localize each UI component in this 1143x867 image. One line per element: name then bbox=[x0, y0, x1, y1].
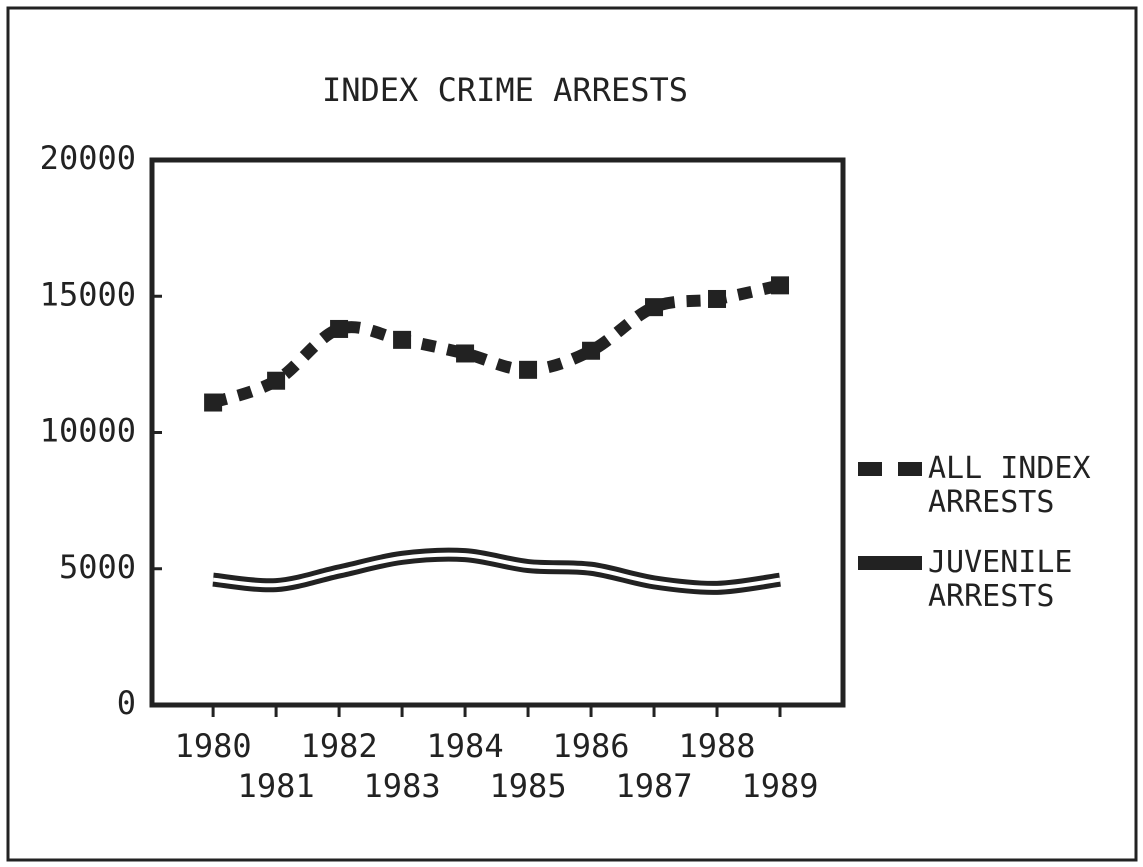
point-marker bbox=[771, 276, 790, 295]
point-marker bbox=[708, 289, 727, 308]
point-marker bbox=[393, 330, 412, 349]
point-marker bbox=[519, 360, 538, 379]
x-tick-label: 1988 bbox=[678, 727, 755, 765]
y-tick-label: 5000 bbox=[59, 548, 136, 586]
legend-swatch bbox=[858, 556, 922, 570]
chart-title: INDEX CRIME ARRESTS bbox=[322, 71, 688, 109]
series-line-inner bbox=[212, 552, 781, 590]
series-line bbox=[211, 279, 782, 409]
point-marker bbox=[204, 393, 223, 412]
legend-entry: JUVENILE ARRESTS bbox=[928, 545, 1073, 614]
point-marker bbox=[267, 371, 286, 390]
point-marker bbox=[456, 344, 475, 363]
legend-swatch bbox=[858, 462, 882, 476]
y-tick-label: 10000 bbox=[40, 412, 136, 450]
x-tick-label: 1985 bbox=[490, 767, 567, 805]
x-tick-label: 1982 bbox=[301, 727, 378, 765]
plot-frame bbox=[149, 157, 846, 708]
x-tick-label: 1986 bbox=[553, 727, 630, 765]
point-marker bbox=[330, 319, 349, 338]
outer-frame bbox=[6, 6, 1138, 862]
x-tick-label: 1987 bbox=[615, 767, 692, 805]
y-tick-label: 0 bbox=[117, 684, 136, 722]
legend-swatch bbox=[898, 462, 922, 476]
point-marker bbox=[582, 341, 601, 360]
x-tick-label: 1981 bbox=[238, 767, 315, 805]
point-marker bbox=[645, 298, 664, 317]
y-tick-label: 15000 bbox=[40, 275, 136, 313]
x-tick-label: 1984 bbox=[427, 727, 504, 765]
legend-entry: ALL INDEX ARRESTS bbox=[928, 451, 1091, 520]
x-tick-label: 1980 bbox=[175, 727, 252, 765]
y-tick-label: 20000 bbox=[40, 139, 136, 177]
x-tick-label: 1989 bbox=[741, 767, 818, 805]
x-tick-label: 1983 bbox=[364, 767, 441, 805]
